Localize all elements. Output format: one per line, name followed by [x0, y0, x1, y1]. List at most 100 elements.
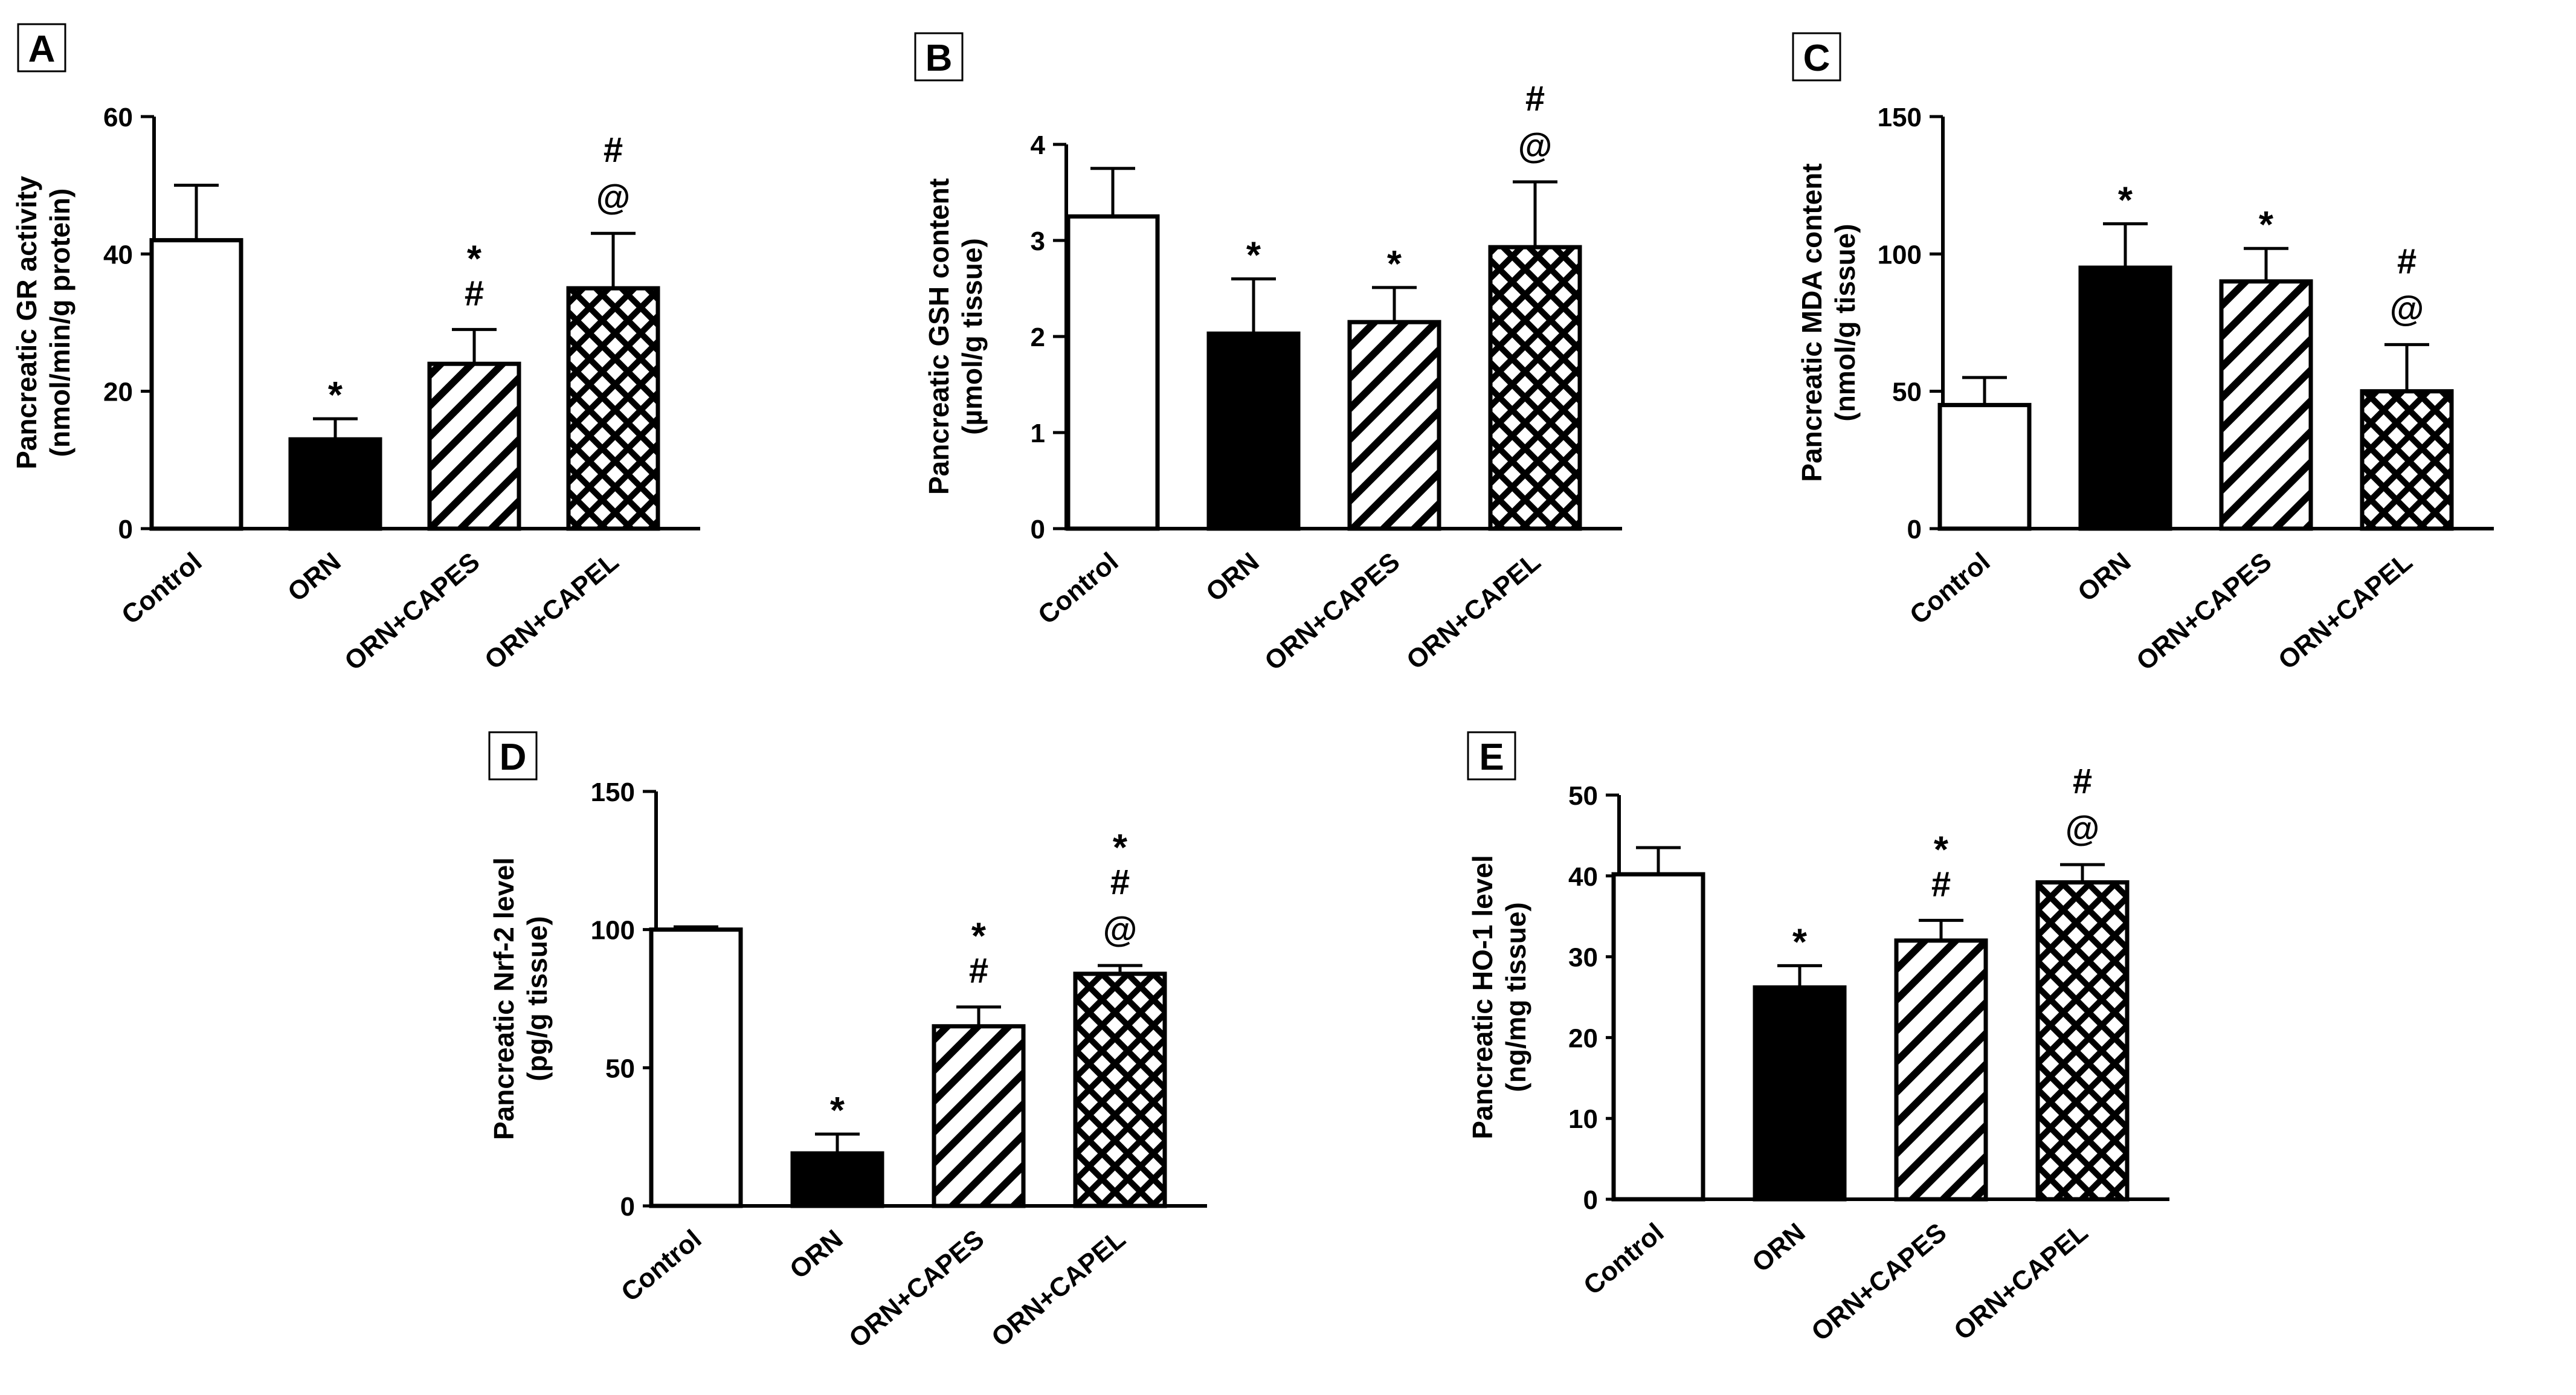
panel-label: E [1467, 731, 1516, 781]
y-axis-unit: (nmol/min/g protein) [44, 188, 76, 457]
y-tick-label: 40 [1568, 862, 1598, 892]
panel-a: A 0 20 40 60 Pancreatic GR activity (nmol/min/… [11, 23, 700, 676]
y-tick-label: 50 [605, 1054, 635, 1083]
y-tick-label: 3 [1031, 227, 1045, 256]
bar-orn-capel [2360, 389, 2454, 531]
significance-mark: # [1931, 865, 1951, 904]
significance-mark: # [1110, 863, 1130, 902]
significance-mark: @ [1103, 910, 1138, 949]
significance-mark: @ [596, 178, 631, 217]
x-category-label: ORN+CAPEL [986, 1224, 1131, 1353]
y-tick-label: 0 [1907, 515, 1922, 544]
significance-mark: * [971, 916, 987, 958]
panel-label-box [1792, 32, 1841, 82]
x-category-label: Control [616, 1224, 707, 1307]
y-tick-label: 100 [1878, 240, 1922, 269]
x-category-label: Control [1032, 547, 1124, 630]
significance-mark: # [604, 130, 623, 170]
y-axis-title: Pancreatic HO-1 level [1467, 855, 1498, 1139]
y-tick-label: 30 [1568, 943, 1598, 973]
y-tick-label: 10 [1568, 1104, 1598, 1134]
significance-mark: * [467, 238, 482, 280]
significance-mark: @ [1518, 126, 1553, 166]
significance-mark: # [1525, 79, 1545, 118]
x-category-label: ORN+CAPEL [1401, 547, 1546, 675]
x-category-label: ORN+CAPES [1259, 547, 1405, 676]
panel-b: B 0 1 2 3 4 Pancreatic GSH content (µmol/g tiss… [914, 32, 1622, 676]
x-category-label: ORN+CAPEL [1948, 1217, 2093, 1346]
y-axis-unit: (nmol/g tissue) [1829, 224, 1861, 421]
x-category-label: ORN+CAPEL [2273, 547, 2418, 675]
bar-control [149, 238, 243, 531]
panel-e: E 0 10 20 30 40 50 Pancreatic HO-1 level (ng/mg … [1467, 731, 2169, 1347]
y-tick-label: 60 [103, 103, 133, 132]
x-category-label: ORN+CAPES [843, 1224, 990, 1353]
panel-label-box [914, 32, 964, 82]
x-category-label: Control [1904, 547, 1995, 630]
significance-mark: * [328, 375, 343, 416]
panel-label-box [488, 731, 538, 781]
significance-mark: @ [2066, 809, 2100, 848]
y-axis-title: Pancreatic Nrf-2 level [488, 857, 520, 1140]
y-axis-unit: (pg/g tissue) [521, 916, 553, 1081]
significance-mark: * [1246, 235, 1261, 277]
significance-mark: * [1792, 921, 1808, 963]
panel-label-text: C [1803, 37, 1831, 79]
bar-orn-capes [2219, 279, 2313, 531]
significance-mark: * [1934, 829, 1949, 871]
x-category-label: ORN [282, 547, 346, 607]
bar-orn [1206, 331, 1301, 531]
y-tick-label: 0 [1583, 1185, 1598, 1215]
bar-control [1611, 872, 1705, 1202]
y-tick-label: 100 [591, 916, 635, 946]
y-tick-label: 20 [103, 378, 133, 407]
panel-label-box [17, 23, 66, 72]
bar-orn-capel [1073, 971, 1167, 1208]
y-tick-label: 1 [1031, 419, 1045, 448]
panel-label-text: D [500, 736, 527, 778]
y-tick-label: 40 [103, 240, 133, 269]
bar-orn-capes [1347, 320, 1441, 531]
y-tick-label: 50 [1892, 378, 1922, 407]
bar-control [649, 927, 743, 1208]
y-axis-title: Pancreatic GSH content [923, 178, 955, 495]
significance-mark: * [2259, 204, 2274, 246]
significance-mark: * [1387, 243, 1402, 285]
panel-label-text: A [28, 28, 56, 70]
panel-c: C 0 50 100 150 Pancreatic MDA content (nmol/g … [1792, 32, 2494, 676]
y-tick-label: 2 [1031, 323, 1045, 352]
significance-mark: # [2073, 762, 2092, 801]
bar-orn-capes [1894, 938, 1988, 1202]
significance-mark: * [2118, 179, 2133, 221]
panel-label: B [914, 32, 964, 82]
panel-label: C [1792, 32, 1841, 82]
y-axis-unit: (ng/mg tissue) [1500, 902, 1531, 1092]
bar-orn [1753, 985, 1847, 1202]
y-tick-label: 0 [1031, 515, 1045, 544]
bar-orn-capes [932, 1024, 1026, 1208]
significance-mark: @ [2390, 289, 2424, 328]
bar-control [1066, 214, 1160, 531]
y-tick-label: 150 [1878, 103, 1922, 132]
y-axis-unit: (µmol/g tissue) [956, 238, 988, 435]
bar-orn [2078, 265, 2172, 531]
x-category-label: ORN [1747, 1217, 1811, 1278]
bar-orn-capel [1488, 245, 1582, 531]
bar-orn [288, 437, 382, 531]
x-category-label: ORN [784, 1224, 848, 1284]
x-category-label: ORN+CAPES [1806, 1217, 1952, 1347]
significance-mark: # [465, 274, 484, 313]
panel-label-box [1467, 731, 1516, 781]
bar-orn-capel [2035, 880, 2130, 1202]
significance-mark: # [2397, 242, 2417, 281]
bar-orn [790, 1151, 884, 1208]
y-axis-title: Pancreatic GR activity [11, 176, 42, 469]
panel-label-text: E [1479, 736, 1504, 778]
panel-label: D [488, 731, 538, 781]
bar-control [1937, 402, 2032, 531]
x-category-label: ORN [2072, 547, 2136, 607]
x-category-label: Control [116, 547, 207, 630]
y-tick-label: 50 [1568, 781, 1598, 811]
significance-mark: * [1113, 827, 1128, 869]
